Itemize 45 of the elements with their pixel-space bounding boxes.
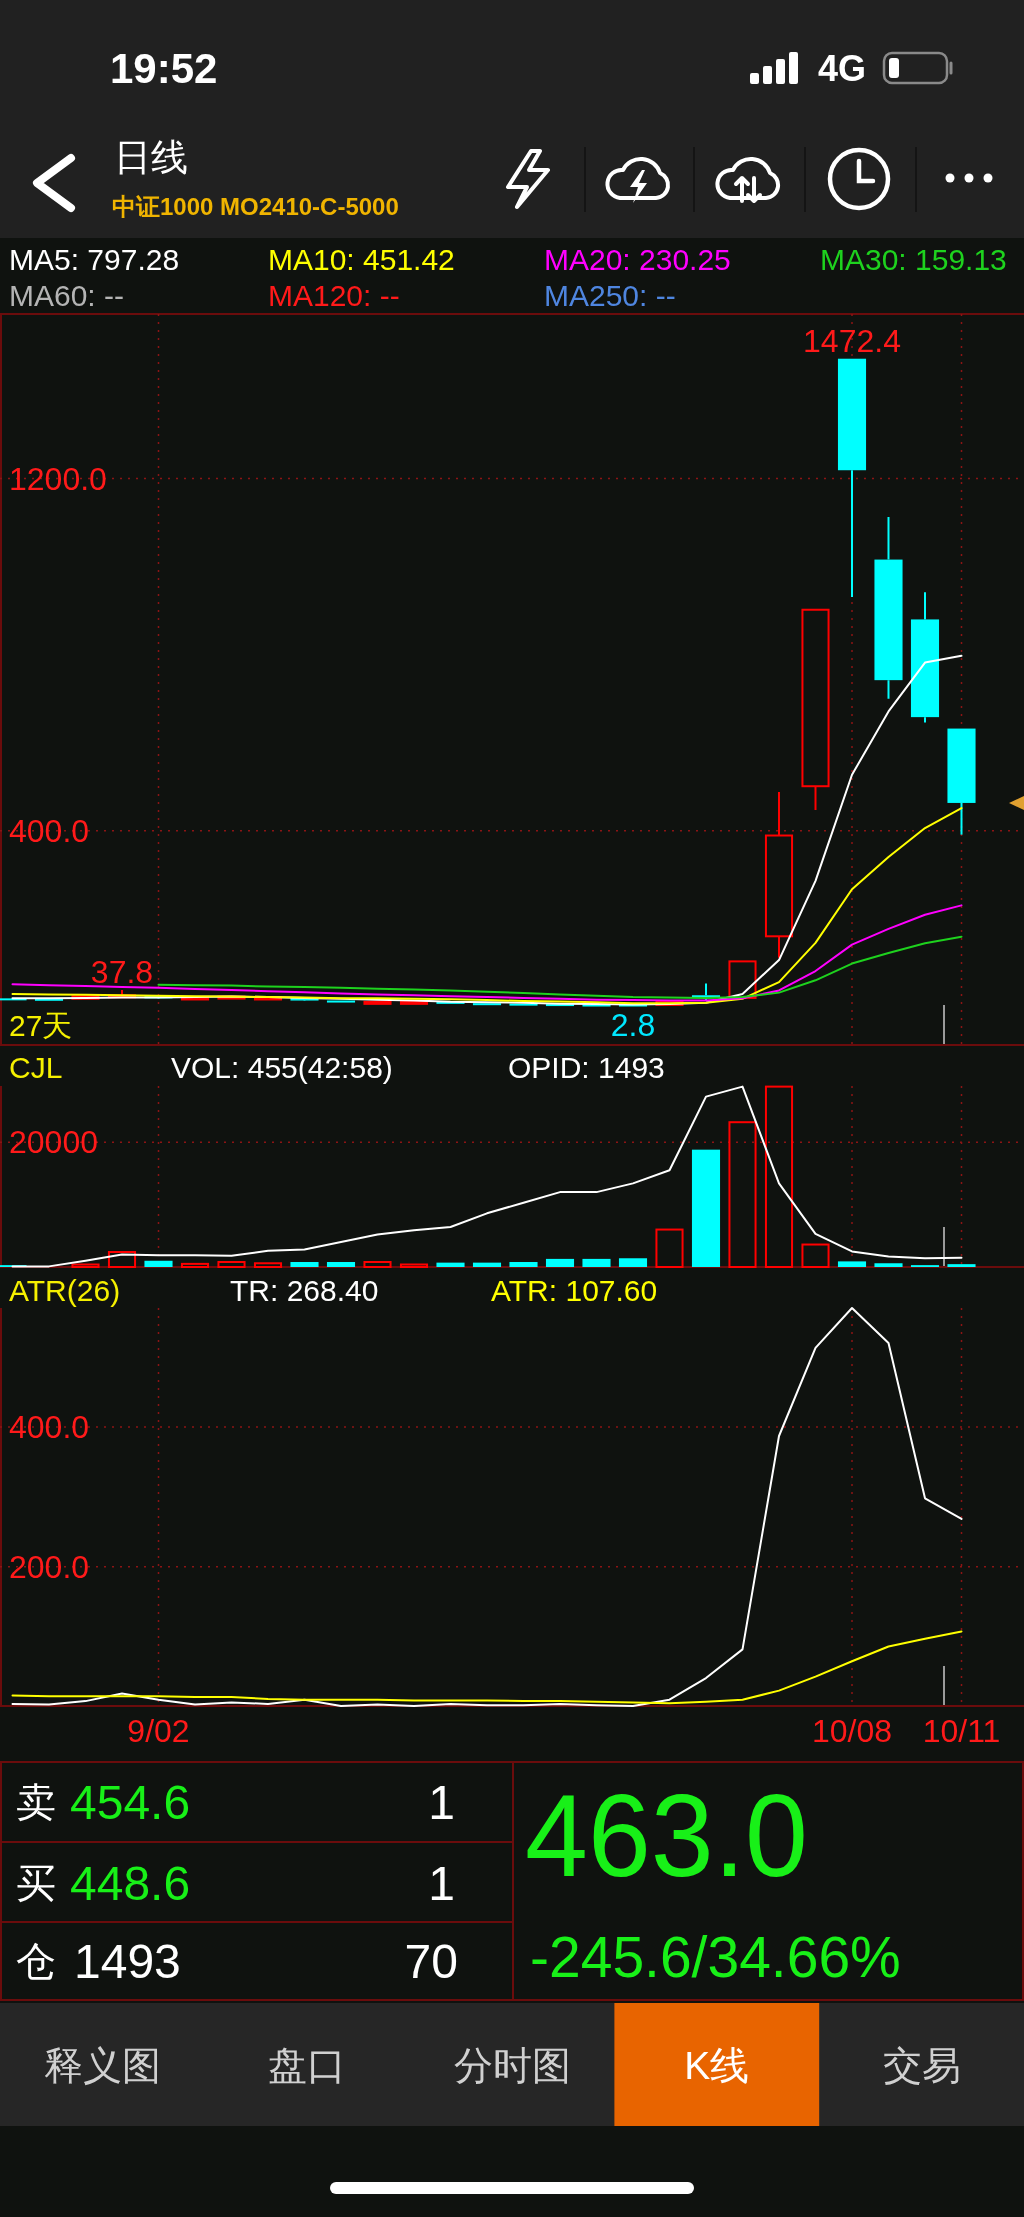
text: 1493 — [74, 1934, 181, 1988]
text: 释义图 — [43, 2043, 161, 2087]
legend-label: MA60: -- — [9, 278, 125, 312]
text: MA10: 451.42 — [268, 242, 455, 276]
y-tick-label: 400.0 — [9, 812, 90, 849]
text: 448.6 — [70, 1856, 191, 1910]
annotation: 1472.4 — [803, 322, 901, 359]
x-tick-label: 10/08 — [811, 1713, 893, 1749]
x-tick-label: 9/02 — [127, 1713, 190, 1749]
text: 买 — [16, 1861, 56, 1905]
series-label: OPID: 1493 — [508, 1050, 665, 1084]
text: 454.6 — [70, 1775, 191, 1829]
text: MA30: 159.13 — [820, 242, 1007, 276]
text: TR: 268.40 — [230, 1273, 379, 1307]
text: -245.6/34.66% — [530, 1925, 901, 1989]
x-tick-label: 10/11 — [922, 1713, 1001, 1749]
text: 4G — [818, 47, 867, 89]
legend-label: MA120: -- — [268, 278, 400, 312]
text: 仓 — [16, 1939, 56, 1983]
text: 1 — [428, 1775, 455, 1829]
text: VOL: 455(42:58) — [171, 1050, 393, 1084]
annotation: 27天 — [9, 1008, 73, 1042]
chart-subtitle: 中证1000 MO2410-C-5000 — [112, 192, 399, 220]
chart-title: ATR(26) — [9, 1273, 121, 1307]
y-tick-label: 20000 — [9, 1124, 98, 1161]
text: ATR: 107.60 — [491, 1273, 658, 1307]
text: 70 — [404, 1934, 458, 1988]
y-tick-label: 400.0 — [9, 1408, 90, 1445]
annotation: 37.8 — [90, 954, 154, 991]
annotation: 2.8 — [610, 1007, 656, 1044]
legend-label: MA5: 797.28 — [9, 242, 180, 276]
text: 交易 — [882, 2043, 961, 2087]
text: K线 — [684, 2043, 750, 2087]
text: 463.0 — [525, 1771, 816, 1901]
text: MA20: 230.25 — [544, 242, 731, 276]
text: 分时图 — [453, 2043, 571, 2087]
chart-title: CJL — [9, 1050, 63, 1084]
text: 19:52 — [110, 44, 218, 92]
y-tick-label: 200.0 — [9, 1548, 90, 1585]
legend-label: MA250: -- — [544, 278, 676, 312]
text: 卖 — [16, 1780, 56, 1824]
text: 盘口 — [268, 2043, 347, 2087]
chart-title: 日线 — [114, 136, 188, 178]
text: 1 — [428, 1856, 455, 1910]
y-tick-label: 1200.0 — [9, 460, 107, 497]
